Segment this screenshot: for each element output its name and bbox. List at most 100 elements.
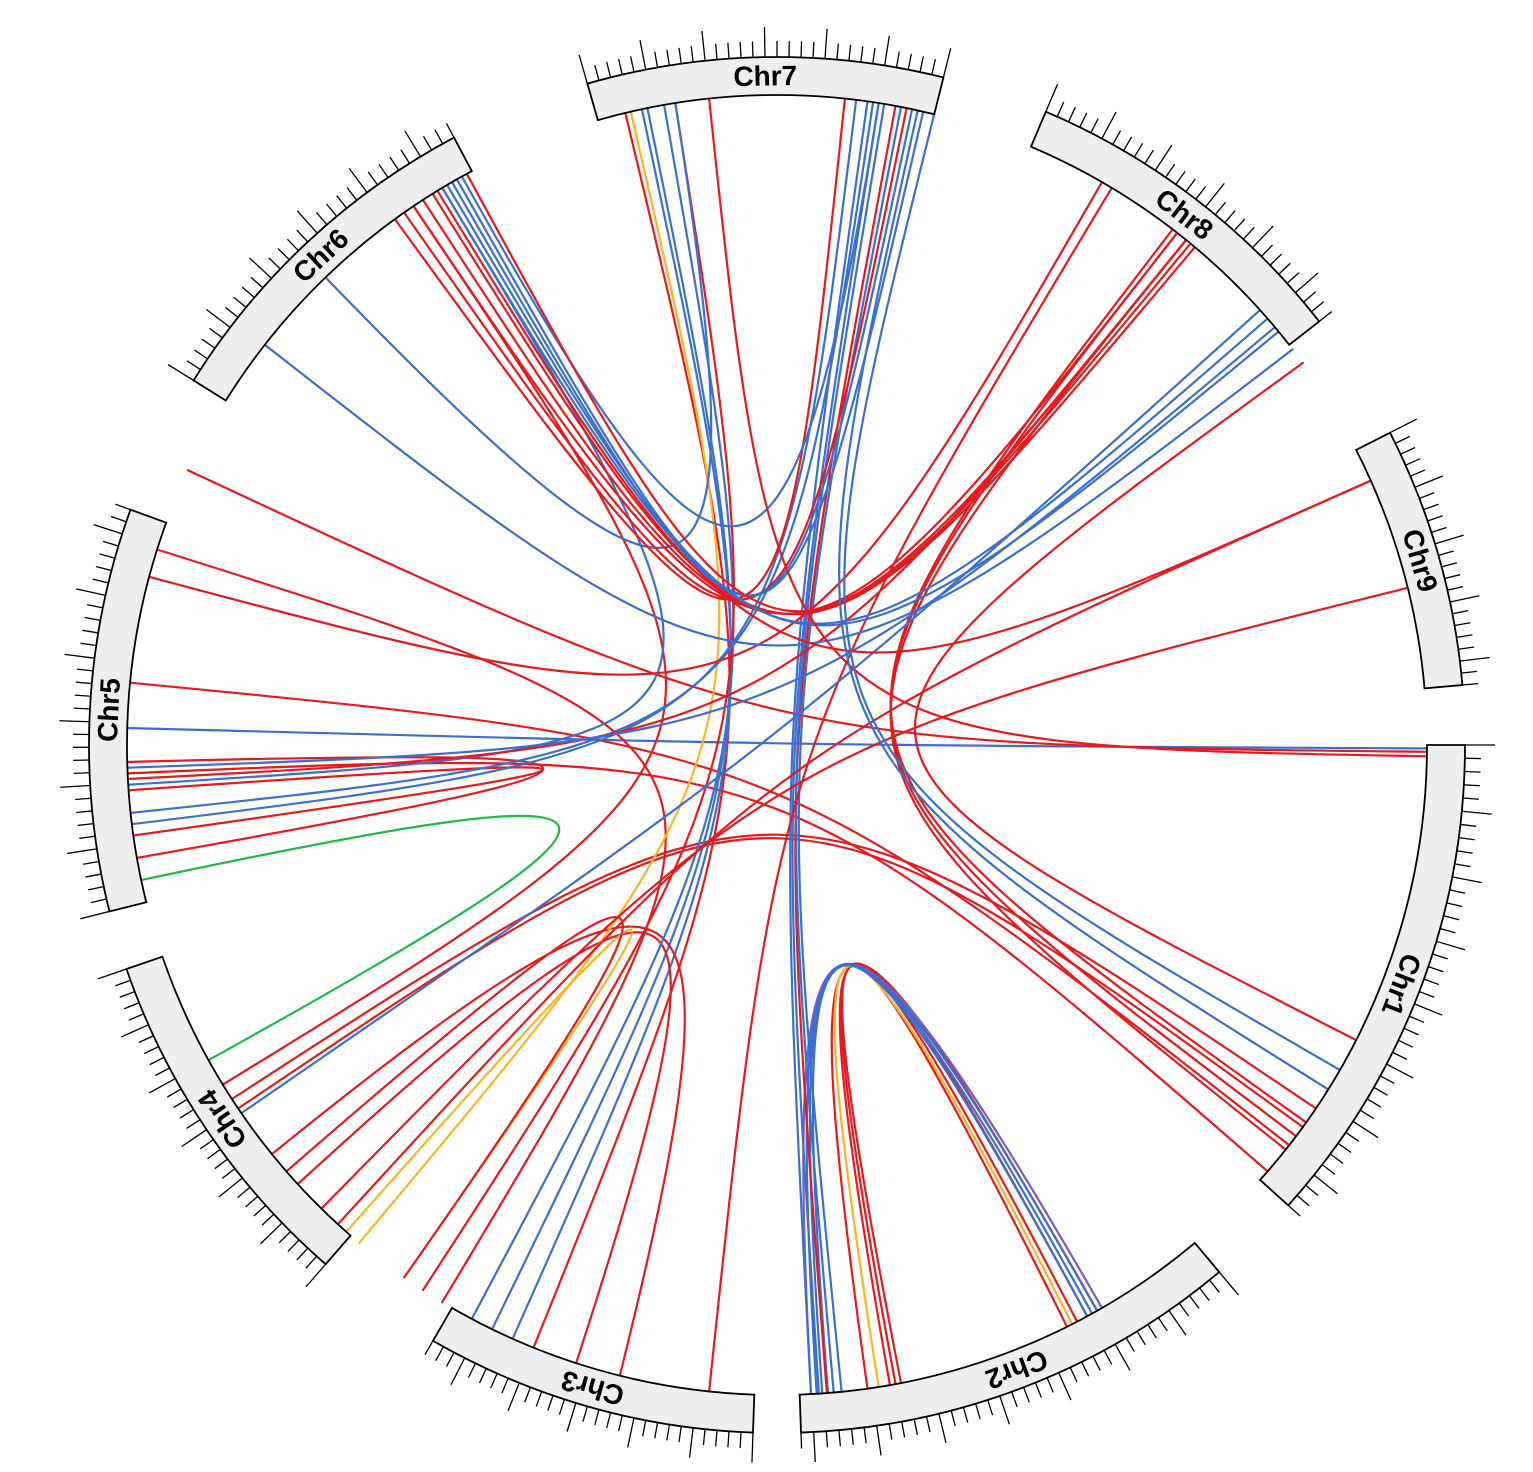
chr2-tick xyxy=(1114,1343,1131,1371)
chr1-tick xyxy=(1409,1015,1425,1024)
chr6-tick xyxy=(434,129,444,144)
chr2-tick xyxy=(974,1403,981,1420)
chr1-tick xyxy=(1461,810,1492,815)
chr2-tick xyxy=(825,1431,829,1448)
chr3-tick xyxy=(435,1346,445,1362)
chr9-tick xyxy=(1461,670,1478,674)
chr1-tick xyxy=(1305,1184,1319,1197)
chr6-tick xyxy=(205,308,231,329)
chr4-tick xyxy=(115,979,131,987)
chr4-tick xyxy=(237,1186,251,1199)
link-chr5-chr8 xyxy=(126,326,1276,769)
chr3-band xyxy=(431,1306,756,1434)
chr1-tick xyxy=(1428,965,1444,973)
link-chr6-chr8 xyxy=(446,183,1280,627)
chr2-tick xyxy=(863,1427,867,1444)
link-chr6-chr9 xyxy=(436,189,1372,654)
chr8-tick xyxy=(1195,186,1207,200)
chr4-tick xyxy=(173,1098,188,1109)
chr2-tick xyxy=(999,1395,1011,1425)
link-chr2-chr2 xyxy=(808,963,1094,1395)
chr1-tick xyxy=(1449,889,1466,894)
chr4-tick xyxy=(207,1148,221,1160)
chr9-band xyxy=(1354,431,1464,690)
chr8-tick xyxy=(1056,101,1065,117)
chr3-tick xyxy=(688,1427,694,1458)
chr5-tick xyxy=(75,797,92,801)
chr7-tick xyxy=(701,30,706,61)
chr2-tick xyxy=(925,1416,931,1433)
chr3-tick xyxy=(445,1352,455,1367)
chr9-tick xyxy=(1454,622,1471,627)
chr3-tick xyxy=(727,1431,730,1448)
chr1-tick xyxy=(1403,1027,1419,1036)
chr2-tick xyxy=(838,1430,842,1447)
chr4-tick xyxy=(278,1231,291,1244)
chr7-label: Chr7 xyxy=(733,60,797,92)
chr7-tick xyxy=(678,47,682,64)
chr8-tick xyxy=(1154,144,1173,171)
chr6-tick xyxy=(348,167,368,193)
chr8-band xyxy=(1029,110,1321,347)
link-x-chr5 xyxy=(156,548,667,1304)
chr2-tick xyxy=(1199,1287,1210,1301)
chr5-tick xyxy=(110,515,127,523)
chr7-tick xyxy=(666,49,671,66)
chr8-tick xyxy=(1278,262,1291,275)
chr5-tick xyxy=(95,565,112,572)
chr3-tick xyxy=(739,1432,742,1449)
link-chr3-chr7 xyxy=(470,103,735,1320)
link-chr2-chr2 xyxy=(841,964,1069,1385)
link-chr6-chr8 xyxy=(431,192,1196,616)
chr4-tick xyxy=(214,1158,228,1170)
link-chr7-chr1 xyxy=(838,109,1330,1091)
chr2-tick xyxy=(1069,1367,1078,1383)
chr1-tick xyxy=(1439,927,1456,934)
link-chr7-chr1 xyxy=(843,113,1341,1072)
chr4-tick xyxy=(186,1119,201,1129)
chr7-tick xyxy=(606,61,612,78)
chr3-tick xyxy=(582,1406,588,1422)
chr6-tick xyxy=(268,257,281,270)
chr1-tick xyxy=(1462,797,1479,800)
chr1-tick xyxy=(1321,1164,1336,1175)
chr6-tick xyxy=(378,163,389,178)
chr2-tick xyxy=(1092,1355,1101,1371)
chr5-tick xyxy=(115,503,131,511)
chr1-tick xyxy=(1436,940,1466,951)
link-chr7-chr1 xyxy=(708,97,1428,758)
chr1-tick xyxy=(1359,1109,1375,1120)
chr8-tick xyxy=(1233,218,1246,232)
chr4-tick xyxy=(179,1109,194,1119)
link-chr2-chr2 xyxy=(805,963,1099,1395)
chr2-tick xyxy=(1046,1377,1054,1393)
chr9-tick xyxy=(1462,682,1479,686)
chr7-tick xyxy=(895,51,900,68)
link-x-chr1 xyxy=(913,361,1358,1042)
chr1-tick xyxy=(1337,1142,1352,1154)
chr7-tick xyxy=(763,27,766,58)
chr8-tick xyxy=(1286,272,1300,284)
chr7-tick xyxy=(800,41,803,58)
chr5-tick xyxy=(77,822,94,827)
chr7-tick xyxy=(629,56,635,73)
chr8-tick xyxy=(1144,149,1154,164)
chr2-tick xyxy=(962,1407,969,1423)
chr6-tick xyxy=(286,238,299,252)
chr2-tick xyxy=(1218,1271,1240,1296)
link-chr6-chr8 xyxy=(412,205,1179,615)
chr8-tick xyxy=(1260,244,1274,257)
link-x-chr7 xyxy=(421,101,735,1292)
chr1-tick xyxy=(1352,1120,1379,1139)
link-chr1-chr4 xyxy=(230,833,1317,1110)
chr7-tick xyxy=(860,46,864,63)
chr6-tick xyxy=(296,229,309,243)
chr9-tick xyxy=(1444,574,1461,580)
chr1-tick xyxy=(1432,953,1448,960)
chr2-tick xyxy=(938,1413,947,1443)
chr3-tick xyxy=(490,1373,498,1389)
chr1-tick xyxy=(1296,1194,1310,1207)
chr2-tick xyxy=(901,1421,906,1438)
